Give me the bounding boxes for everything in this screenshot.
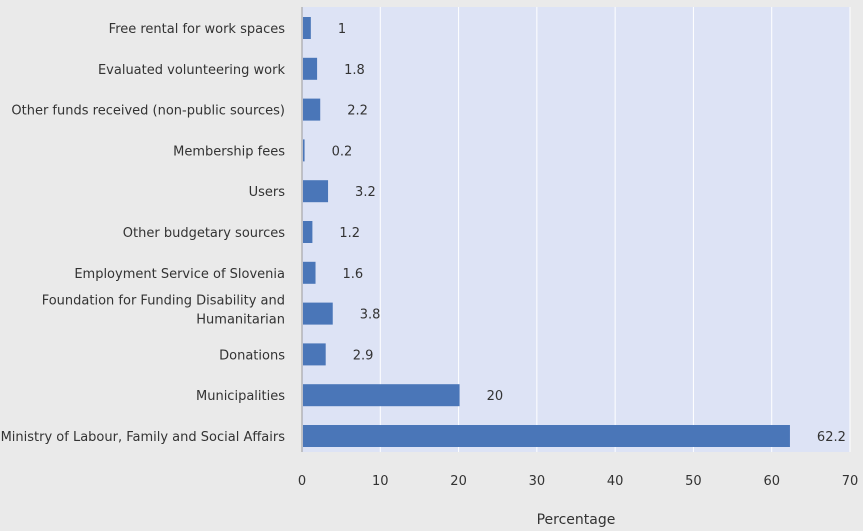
- bar: [303, 384, 460, 407]
- bar: [303, 57, 318, 80]
- category-label: Donations: [219, 348, 285, 363]
- x-tick-label: 40: [607, 474, 624, 489]
- category-label: Other funds received (non-public sources…: [11, 104, 285, 119]
- data-label: 62.2: [817, 430, 846, 445]
- category-label: Municipalities: [196, 389, 285, 404]
- x-axis-ticks: 0 10 20 30 40 50 60 70: [298, 474, 858, 489]
- data-label: 1: [338, 22, 346, 37]
- data-label: 2.2: [347, 104, 368, 119]
- data-label: 1.6: [343, 267, 364, 282]
- x-tick-label: 70: [842, 474, 859, 489]
- data-label: 1.2: [339, 226, 360, 241]
- category-label: Membership fees: [173, 144, 285, 159]
- bar: [303, 221, 313, 243]
- x-tick-label: 20: [450, 474, 467, 489]
- bar: [303, 180, 329, 203]
- plot-area: [302, 7, 850, 452]
- data-label: 0.2: [332, 144, 353, 159]
- data-labels: 1 1.8 2.2 0.2 3.2 1.2 1.6 3.8 2.9 20 62.2: [332, 22, 846, 445]
- data-label: 20: [487, 389, 504, 404]
- x-tick-label: 30: [529, 474, 546, 489]
- category-labels: Free rental for work spaces Evaluated vol…: [1, 22, 286, 445]
- data-label: 1.8: [344, 63, 365, 78]
- gridlines: [379, 7, 851, 452]
- data-label: 3.8: [360, 308, 381, 323]
- bar: [303, 98, 321, 121]
- category-label: Foundation for Funding Disability and Hum…: [42, 294, 285, 328]
- category-label: Evaluated volunteering work: [98, 63, 286, 78]
- category-label: Users: [249, 185, 286, 200]
- data-label: 2.9: [353, 348, 374, 363]
- category-label: Other budgetary sources: [123, 226, 285, 241]
- bar: [303, 425, 790, 447]
- category-label: Employment Service of Slovenia: [74, 267, 285, 282]
- x-tick-label: 10: [372, 474, 389, 489]
- x-axis-title: Percentage: [537, 512, 616, 528]
- category-label: Ministry of Labour, Family and Social Af…: [1, 430, 286, 445]
- bar: [303, 261, 316, 284]
- bar: [303, 302, 333, 325]
- bar: [303, 139, 305, 162]
- x-tick-label: 50: [685, 474, 702, 489]
- x-tick-label: 0: [298, 474, 306, 489]
- data-label: 3.2: [355, 185, 376, 200]
- category-label: Free rental for work spaces: [109, 22, 286, 37]
- x-tick-label: 60: [763, 474, 780, 489]
- bars: [303, 17, 790, 447]
- bar: [303, 17, 311, 39]
- bar: [303, 343, 326, 366]
